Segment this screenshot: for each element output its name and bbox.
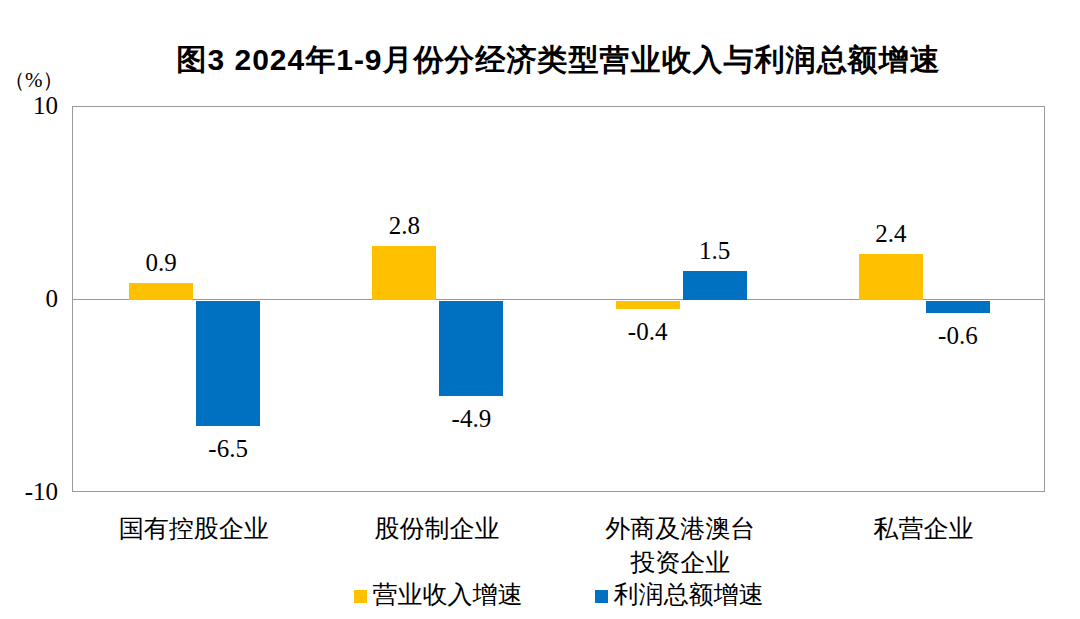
y-axis-tick-label: 10	[33, 91, 58, 121]
y-axis: 10 0 -10	[0, 0, 62, 619]
category-labels: 国有控股企业股份制企业外商及港澳台投资企业私营企业	[72, 512, 1045, 582]
bar-利润总额增速-股份制企业	[439, 301, 503, 396]
bar-利润总额增速-私营企业	[926, 301, 990, 313]
legend: 营业收入增速 利润总额增速	[72, 580, 1045, 610]
plot-area: 0.9 2.8 -0.4 2.4 -6.5 -4.9 1.5 -0.6	[72, 106, 1045, 492]
bar-营业收入增速-私营企业	[859, 254, 923, 300]
bar-value-label: -6.5	[183, 435, 273, 463]
legend-swatch-icon	[354, 590, 367, 603]
bar-value-label: 0.9	[116, 249, 206, 277]
legend-swatch-icon	[595, 590, 608, 603]
bar-value-label: -0.4	[603, 318, 693, 346]
bar-利润总额增速-外商及港澳台投资企业	[683, 271, 747, 300]
category-label-股份制企业: 股份制企业	[315, 512, 558, 546]
legend-label: 利润总额增速	[614, 580, 764, 610]
bar-value-label: 2.8	[359, 212, 449, 240]
legend-item-利润总额增速: 利润总额增速	[595, 580, 764, 610]
category-label-私营企业: 私营企业	[802, 512, 1045, 546]
legend-item-营业收入增速: 营业收入增速	[354, 580, 523, 610]
bar-营业收入增速-国有控股企业	[129, 283, 193, 300]
y-axis-tick-label: 0	[46, 284, 59, 314]
y-axis-tick-label: -10	[25, 477, 58, 507]
bar-value-label: -4.9	[426, 405, 516, 433]
chart-title: 图3 2024年1-9月份分经济类型营业收入与利润总额增速	[72, 40, 1045, 81]
bar-value-label: 2.4	[846, 220, 936, 248]
bar-营业收入增速-外商及港澳台投资企业	[616, 301, 680, 309]
legend-label: 营业收入增速	[373, 580, 523, 610]
category-label-国有控股企业: 国有控股企业	[72, 512, 315, 546]
bar-利润总额增速-国有控股企业	[196, 301, 260, 426]
chart-figure: 图3 2024年1-9月份分经济类型营业收入与利润总额增速 （%） 100-10…	[0, 0, 1080, 619]
category-label-外商及港澳台投资企业: 外商及港澳台投资企业	[559, 512, 802, 580]
bar-营业收入增速-股份制企业	[372, 246, 436, 300]
bar-value-label: -0.6	[913, 322, 1003, 350]
bar-value-label: 1.5	[670, 237, 760, 265]
